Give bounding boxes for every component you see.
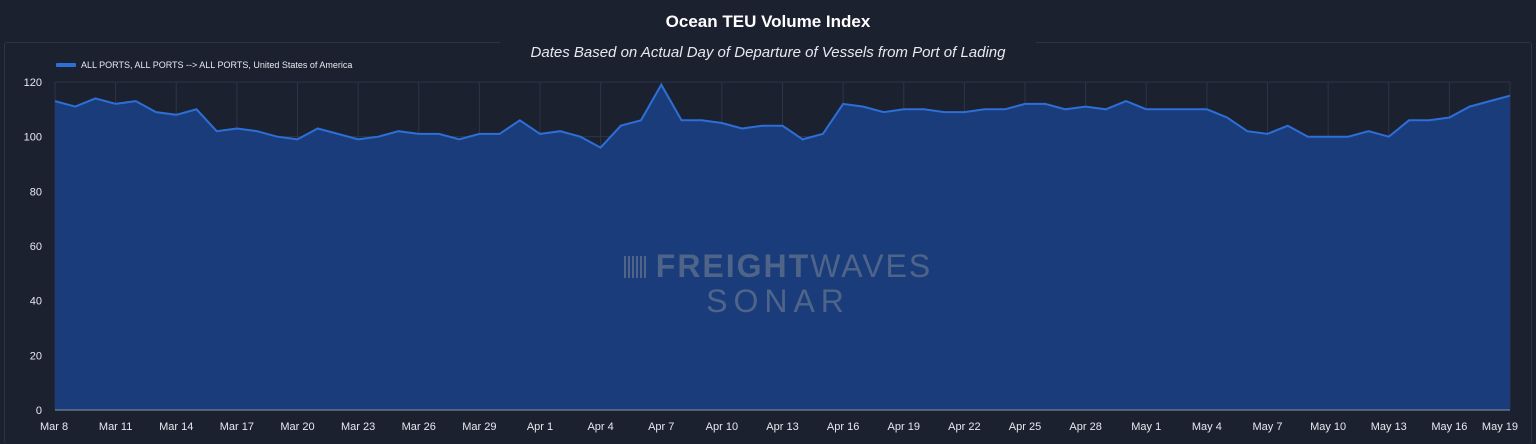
x-tick-label: Apr 22 [948,421,980,433]
y-tick-labels: 0 20 40 60 80 100 120 [24,77,42,417]
x-tick-label: May 19 [1482,421,1518,433]
x-tick-label: Mar 20 [280,421,314,433]
x-tick-label: Apr 28 [1069,421,1101,433]
x-tick-label: May 16 [1431,421,1467,433]
x-tick-label: Apr 13 [766,421,798,433]
legend[interactable]: ALL PORTS, ALL PORTS --> ALL PORTS, Unit… [56,60,352,70]
x-tick-label: May 10 [1310,421,1346,433]
y-tick-label: 100 [24,132,42,144]
x-tick-label: Mar 11 [99,421,132,433]
y-tick-label: 0 [36,405,42,417]
legend-swatch [56,63,76,67]
x-tick-label: Apr 7 [648,421,674,433]
x-tick-label: Apr 1 [527,421,553,433]
x-tick-label: May 1 [1131,421,1161,433]
x-tick-label: Mar 26 [402,421,436,433]
x-tick-label: Mar 14 [159,421,193,433]
x-tick-label: Apr 19 [888,421,920,433]
x-tick-label: May 13 [1371,421,1407,433]
y-tick-label: 60 [30,241,42,253]
subtitle-backdrop [500,41,1036,63]
chart-subtitle: Dates Based on Actual Day of Departure o… [530,44,1006,61]
x-tick-label: Mar 29 [462,421,496,433]
legend-label: ALL PORTS, ALL PORTS --> ALL PORTS, Unit… [81,60,353,70]
y-tick-label: 80 [30,186,42,198]
x-tick-labels: Mar 8 Mar 11 Mar 14 Mar 17 Mar 20 Mar 23 Mar 2… [40,421,1518,433]
x-tick-label: Apr 16 [827,421,859,433]
x-tick-label: Mar 17 [220,421,254,433]
x-tick-label: Apr 10 [706,421,738,433]
y-tick-label: 120 [24,77,42,89]
x-tick-label: May 4 [1192,421,1222,433]
x-tick-label: Mar 23 [341,421,375,433]
x-tick-label: Apr 25 [1009,421,1041,433]
y-tick-label: 20 [30,350,42,362]
x-tick-label: May 7 [1253,421,1283,433]
y-tick-label: 40 [30,296,42,308]
chart-title: Ocean TEU Volume Index [665,12,871,31]
x-tick-label: Apr 4 [587,421,613,433]
series-line [54,82,1511,149]
series-area [55,84,1510,410]
x-tick-label: Mar 8 [40,421,68,433]
